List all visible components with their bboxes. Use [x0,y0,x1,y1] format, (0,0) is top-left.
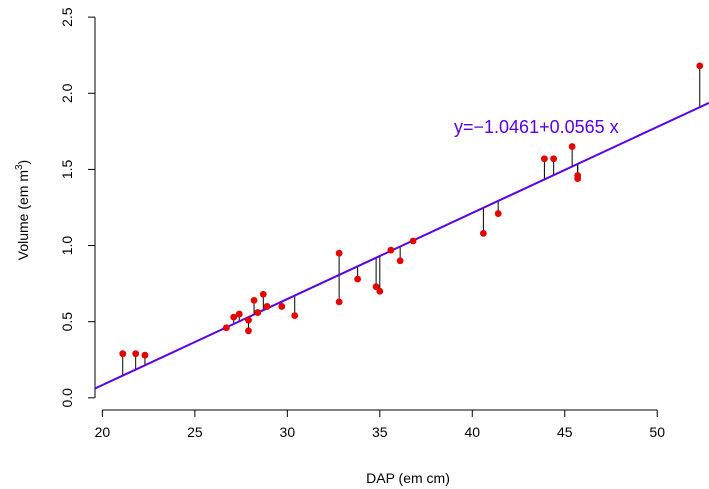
y-axis-title-close: ) [15,160,31,165]
data-point [259,290,267,298]
data-point [278,303,286,310]
y-tick-label: 1.0 [59,236,75,256]
data-point [568,143,576,150]
data-point [222,324,230,332]
data-point [574,175,582,182]
data-point [132,350,140,358]
data-point [335,249,343,257]
data-point [141,351,149,359]
data-point [409,237,417,245]
y-axis-title-superscript: 3 [14,164,25,170]
x-tick-label: 30 [280,424,296,440]
data-point [541,155,548,163]
y-axis-title-main: Volume (em m [15,170,31,260]
data-point [230,313,238,321]
y-tick-label: 0.0 [59,388,75,408]
data-point [376,287,384,295]
data-point [494,210,502,217]
data-point [119,350,127,358]
data-point [479,229,487,237]
data-point [396,257,404,265]
residual-segments [122,65,701,376]
data-point [387,246,395,254]
data-point [245,327,252,335]
x-tick-label: 20 [95,424,111,440]
data-point [235,310,243,318]
x-tick-label: 40 [464,424,480,440]
y-axis-title: Volume (em m3) [14,160,31,260]
x-tick-label: 50 [649,424,665,440]
x-tick-label: 25 [187,424,203,440]
data-point [354,275,362,283]
x-tick-label: 35 [372,424,388,440]
data-point [335,298,343,306]
data-point [263,303,271,310]
data-point [550,155,558,163]
data-point [372,283,380,291]
regression-line [94,101,709,390]
y-tick-label: 1.5 [59,159,75,179]
x-axis-title: DAP (em cm) [366,470,450,486]
y-tick-label: 0.5 [59,312,75,332]
data-points [119,62,704,359]
data-point [696,62,704,70]
data-point [245,316,252,324]
y-tick-label: 2.0 [59,83,75,103]
data-point [291,312,299,319]
y-tick-label: 2.5 [59,7,75,27]
regression-line-group [94,101,709,390]
x-tick-label: 45 [557,424,573,440]
regression-equation: y=−1.0461+0.0565 x [454,117,619,137]
data-point [254,309,262,316]
data-point [250,296,258,304]
axes: 20 25 30 35 40 45 50 0.0 0.5 1.0 1.5 2.0 2.5 [59,7,665,440]
